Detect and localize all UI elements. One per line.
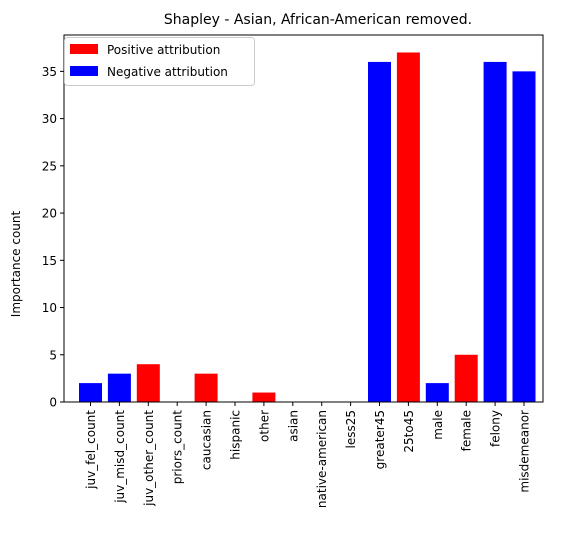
chart-title: Shapley - Asian, African-American remove…	[164, 12, 472, 28]
x-tick-label: misdemeanor	[518, 410, 532, 493]
x-axis-ticks: juv_fel_count juv_misd_count juv_other_cou…	[84, 402, 532, 508]
legend: Positive attribution Negative attribution	[64, 37, 255, 86]
bar-male	[425, 383, 449, 402]
y-tick-label: 15	[42, 254, 57, 268]
y-tick-label: 0	[49, 396, 57, 410]
legend-box	[64, 37, 255, 86]
bar-caucasian	[194, 373, 218, 402]
y-tick-label: 30	[42, 112, 57, 126]
x-tick-label: priors_count	[171, 410, 185, 485]
plot-frame	[63, 34, 544, 403]
bar-misdemeanor	[512, 71, 536, 402]
x-tick-label: juv_misd_count	[113, 410, 127, 504]
x-tick-label: less25	[344, 410, 358, 449]
x-tick-label: greater45	[373, 410, 387, 469]
x-tick-label: other	[257, 410, 271, 442]
y-tick-label: 5	[49, 348, 57, 362]
y-tick-label: 25	[42, 159, 57, 173]
x-tick-label: juv_other_count	[142, 410, 156, 507]
bar-felony	[483, 61, 507, 402]
x-tick-label: juv_fel_count	[84, 410, 98, 490]
legend-swatch-positive	[70, 44, 98, 54]
x-tick-label: female	[460, 410, 474, 451]
y-tick-label: 10	[42, 301, 57, 315]
x-tick-label: caucasian	[200, 410, 214, 470]
x-tick-label: felony	[489, 410, 503, 447]
x-tick-label: native-american	[315, 410, 329, 508]
bar-greater45	[368, 61, 391, 402]
x-tick-label: male	[431, 410, 445, 440]
bar-juv_misd_count	[107, 373, 131, 402]
bar-25to45	[396, 52, 420, 402]
y-tick-label: 20	[42, 207, 57, 221]
bar-other	[252, 392, 276, 402]
legend-label-negative: Negative attribution	[107, 65, 228, 79]
y-tick-label: 35	[42, 65, 57, 79]
y-axis-label: Importance count	[9, 210, 23, 317]
x-tick-label: hispanic	[229, 410, 243, 460]
legend-swatch-negative	[70, 66, 98, 76]
x-tick-label: asian	[286, 410, 300, 442]
bar-juv_other_count	[136, 364, 160, 402]
legend-label-positive: Positive attribution	[107, 43, 220, 57]
y-axis-ticks: 0 5 10 15 20 25 30 35	[42, 65, 64, 410]
bar-female	[454, 354, 478, 402]
x-tick-label: 25to45	[402, 410, 416, 453]
bar-juv_fel_count	[79, 383, 102, 402]
bars-group	[79, 52, 536, 402]
